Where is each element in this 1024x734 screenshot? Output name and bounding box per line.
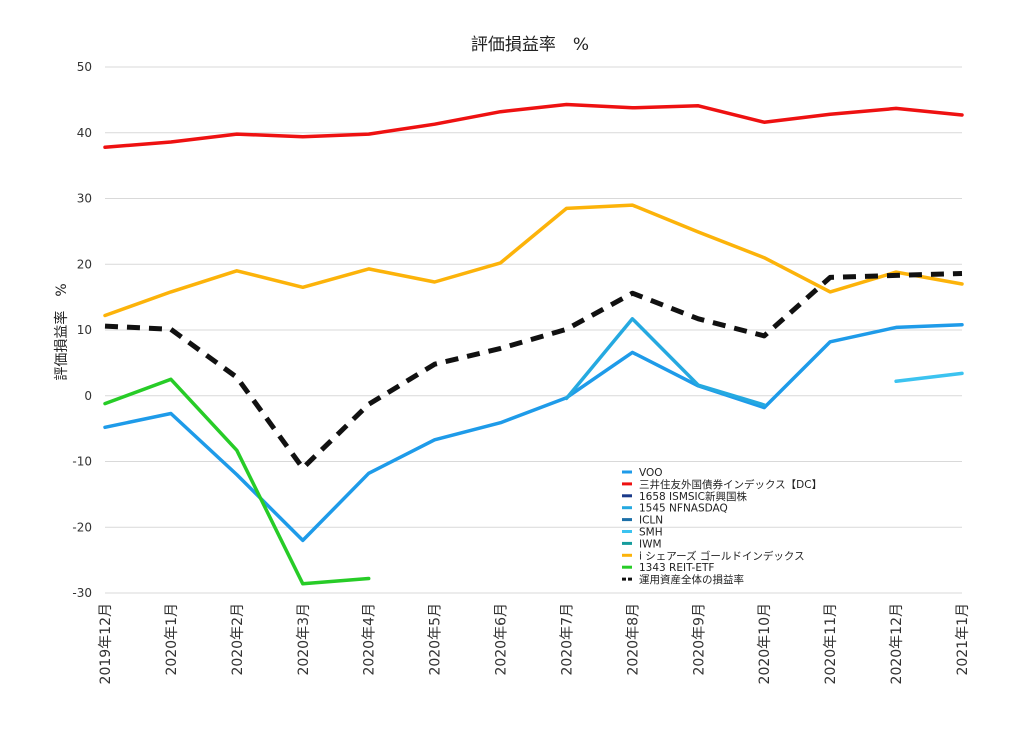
series-line	[564, 317, 766, 407]
x-tick-label: 2020年12月	[889, 603, 905, 684]
x-tick-label: 2020年10月	[757, 603, 773, 684]
legend-label: SMH	[639, 527, 663, 539]
legend-label: 1658 ISMSIC新興国株	[639, 490, 747, 503]
series-line	[103, 203, 964, 318]
legend-label: 三井住友外国債券インデックス【DC】	[639, 478, 822, 491]
y-tick-label: -20	[72, 520, 92, 534]
series-line	[103, 377, 371, 586]
x-tick-label: 2020年8月	[625, 603, 641, 676]
legend-label: IWM	[639, 538, 662, 550]
series-line	[894, 371, 964, 384]
x-tick-label: 2020年6月	[494, 603, 510, 676]
x-tick-labels: 2019年12月 2020年1月 2020年2月 2020年3月 2020年4月 2020…	[98, 603, 971, 684]
x-tick-label: 2020年3月	[296, 603, 312, 676]
legend-label: 1545 NFNASDAQ	[639, 503, 728, 515]
legend-label: 運用資産全体の損益率	[639, 573, 744, 586]
y-tick-label: 20	[77, 257, 92, 271]
series-lines	[103, 102, 964, 586]
y-tick-label: 50	[77, 60, 92, 74]
x-tick-label: 2019年12月	[98, 603, 114, 684]
x-tick-label: 2020年2月	[230, 603, 246, 676]
legend-label: i シェアーズ ゴールドインデックス	[639, 549, 805, 562]
series-line	[104, 271, 963, 471]
y-tick-label: -30	[72, 586, 92, 600]
y-tick-labels: 50 40 30 20 10 0 -10 -20 -30	[72, 60, 92, 600]
x-tick-label: 2020年11月	[823, 603, 839, 684]
y-axis-label: 評価損益率 %	[53, 283, 70, 380]
y-tick-label: 0	[84, 389, 92, 403]
legend-label: 1343 REIT-ETF	[639, 562, 714, 574]
legend-label: ICLN	[639, 515, 663, 527]
x-tick-label: 2020年4月	[362, 603, 378, 676]
x-tick-label: 2021年1月	[955, 603, 971, 676]
gridlines	[105, 66, 962, 594]
y-tick-label: 40	[77, 126, 92, 140]
x-tick-label: 2020年1月	[164, 603, 180, 676]
series-line	[103, 322, 964, 543]
y-tick-label: 30	[77, 192, 92, 206]
chart-title: 評価損益率 %	[471, 35, 589, 55]
y-tick-label: 10	[77, 323, 92, 337]
legend-label: VOO	[639, 467, 663, 479]
y-tick-label: -10	[72, 455, 92, 469]
series-line	[103, 102, 964, 149]
x-tick-label: 2020年7月	[559, 603, 575, 676]
x-tick-label: 2020年5月	[428, 603, 444, 676]
x-tick-label: 2020年9月	[691, 603, 707, 676]
